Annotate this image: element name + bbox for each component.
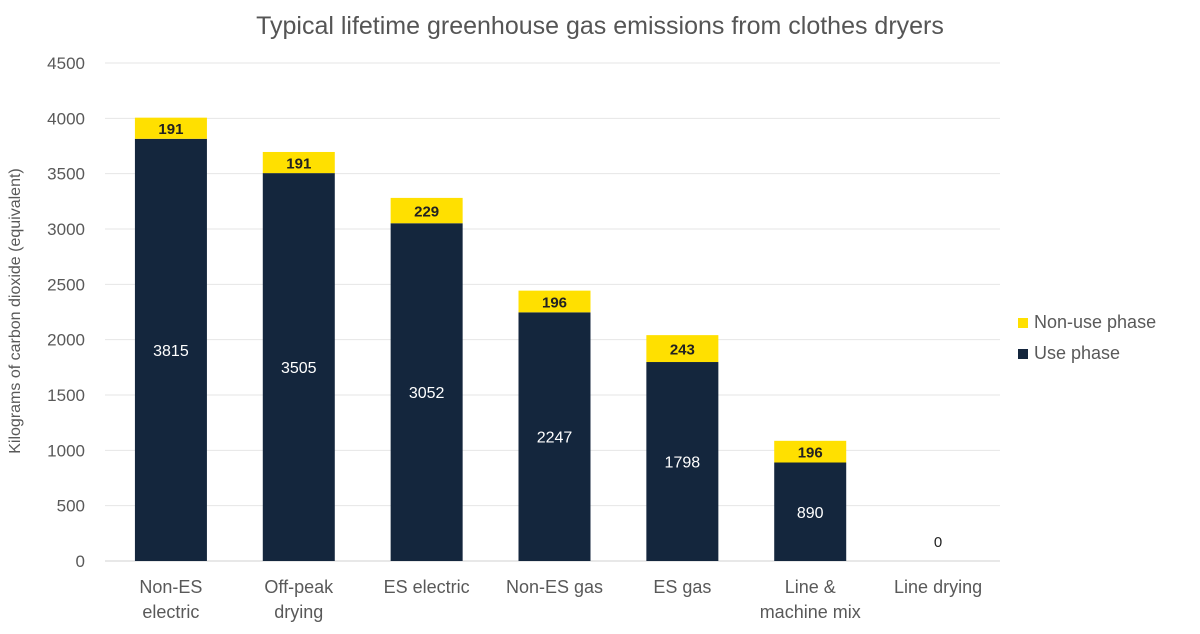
x-tick-label: ES gas: [653, 577, 711, 597]
legend-swatch-non-use: [1018, 317, 1028, 328]
data-label-non-use: 191: [286, 156, 311, 173]
x-tick-label: Non-ES gas: [506, 577, 603, 597]
bar-non-use-phase: [390, 197, 463, 224]
bar-use-phase: [774, 462, 847, 561]
bar-use-phase: [390, 223, 463, 561]
bar-non-use-phase: [774, 440, 847, 463]
data-label-non-use: 229: [414, 204, 439, 221]
data-label-use: 1798: [665, 455, 701, 472]
y-tick-label: 2500: [47, 275, 85, 294]
data-label-use: 3815: [153, 343, 189, 360]
data-label-use: 3505: [281, 360, 317, 377]
legend-item-use: Use phase: [1018, 343, 1120, 364]
x-tick-label: ES electric: [384, 577, 470, 597]
y-tick-label: 2000: [47, 331, 85, 350]
x-tick-label: Line &: [785, 577, 836, 597]
y-tick-label: 4500: [47, 54, 85, 73]
data-label-non-use: 191: [158, 121, 183, 138]
y-tick-label: 0: [76, 552, 85, 571]
data-label-use: 3052: [409, 385, 445, 402]
y-tick-label: 3500: [47, 165, 85, 184]
bar-non-use-phase: [262, 151, 335, 174]
legend-swatch-use: [1018, 348, 1028, 359]
y-tick-label: 1500: [47, 386, 85, 405]
y-tick-label: 500: [57, 497, 85, 516]
bar-use-phase: [518, 312, 591, 561]
y-tick-label: 1000: [47, 441, 85, 460]
x-tick-label: machine mix: [760, 602, 861, 622]
x-tick-label: drying: [274, 602, 323, 622]
data-label-non-use: 196: [798, 445, 823, 462]
bar-non-use-phase: [134, 117, 207, 139]
data-label-use: 2247: [537, 430, 573, 447]
y-tick-label: 4000: [47, 109, 85, 128]
bar-use-phase: [262, 173, 335, 561]
x-tick-label: Line drying: [894, 577, 982, 597]
bar-use-phase: [646, 362, 719, 561]
legend-item-non-use: Non-use phase: [1018, 312, 1156, 333]
data-label-non-use: 196: [542, 294, 567, 311]
data-label-use: 890: [797, 505, 824, 522]
y-tick-label: 3000: [47, 220, 85, 239]
bar-non-use-phase: [518, 290, 591, 313]
data-label-total: 0: [934, 534, 942, 551]
legend-label-non-use: Non-use phase: [1034, 312, 1157, 332]
bar-non-use-phase: [646, 335, 719, 363]
chart-title: Typical lifetime greenhouse gas emission…: [256, 12, 944, 40]
x-tick-label: electric: [142, 602, 199, 622]
legend-label-use: Use phase: [1034, 343, 1121, 363]
x-tick-label: Off-peak: [264, 577, 334, 597]
x-tick-label: Non-ES: [139, 577, 202, 597]
bar-use-phase: [134, 138, 207, 561]
data-label-non-use: 243: [670, 342, 695, 359]
